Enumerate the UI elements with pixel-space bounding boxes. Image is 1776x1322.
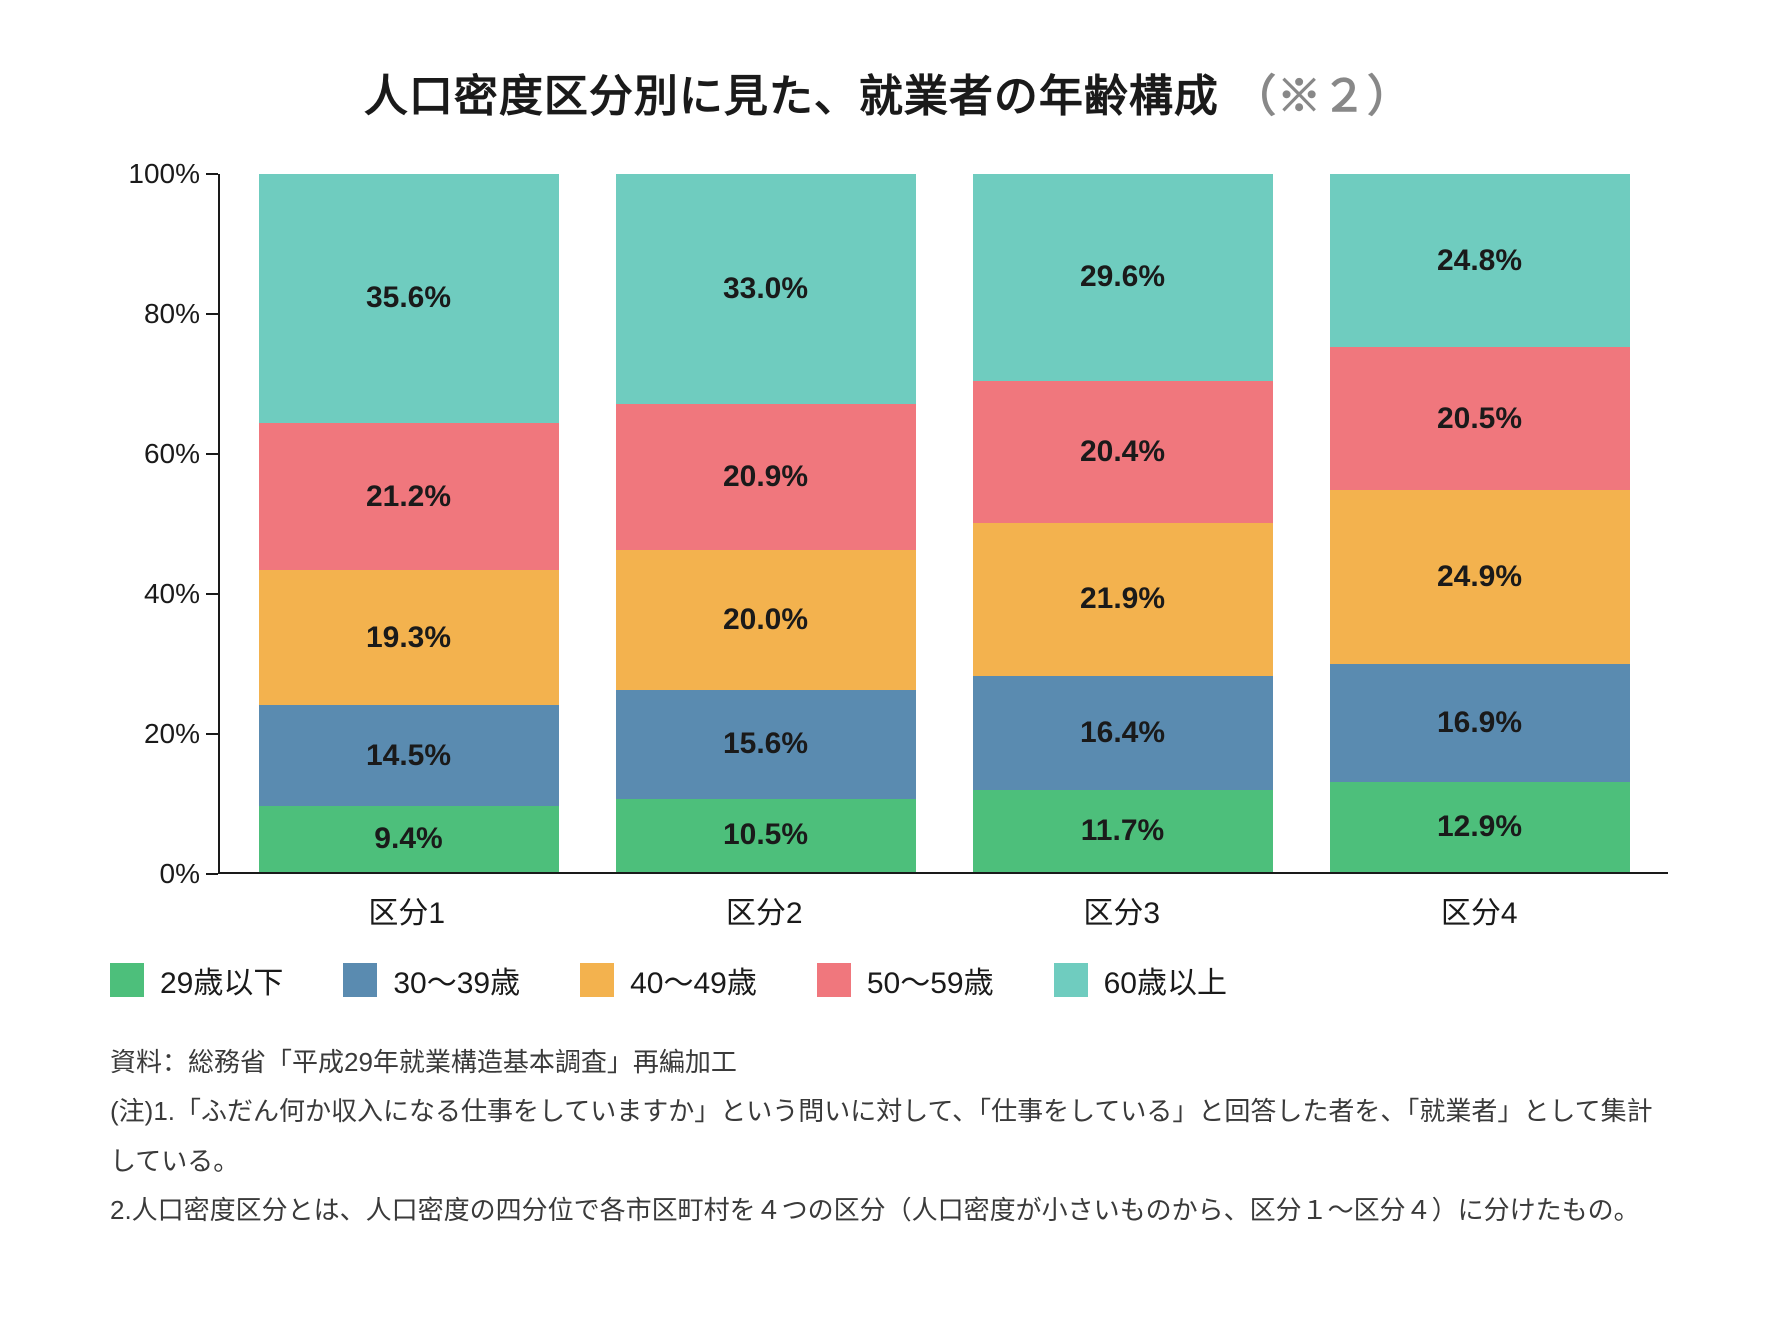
y-tick-mark (206, 313, 218, 315)
footnote-source: 資料：総務省「平成29年就業構造基本調査」再編加工 (110, 1038, 1666, 1087)
footnotes: 資料：総務省「平成29年就業構造基本調査」再編加工 (注)1.「ふだん何か収入に… (90, 1038, 1686, 1236)
chart: 0%20%40%60%80%100% 9.4%14.5%19.3%21.2%35… (108, 174, 1668, 934)
bar-column: 9.4%14.5%19.3%21.2%35.6% (259, 174, 559, 872)
bar-column: 10.5%15.6%20.0%20.9%33.0% (616, 174, 916, 872)
y-tick-mark (206, 733, 218, 735)
bar-segment: 20.9% (616, 404, 916, 550)
bar-segment: 16.9% (1330, 664, 1630, 782)
bar-segment: 19.3% (259, 570, 559, 705)
legend-item: 60歳以上 (1054, 958, 1227, 1002)
y-tick-label: 80% (144, 298, 200, 330)
chart-title-note: （※２） (1232, 72, 1412, 121)
chart-title-main: 人口密度区分別に見た、就業者の年齢構成 (364, 72, 1219, 121)
legend-item: 30～39歳 (343, 958, 520, 1002)
y-tick-mark (206, 593, 218, 595)
y-tick-mark (206, 453, 218, 455)
x-tick-label: 区分4 (1329, 888, 1629, 932)
y-axis: 0%20%40%60%80%100% (108, 174, 218, 874)
bar-segment: 11.7% (973, 790, 1273, 872)
y-tick-mark (206, 173, 218, 175)
y-tick-label: 60% (144, 438, 200, 470)
legend-item: 40～49歳 (580, 958, 757, 1002)
bar-segment: 20.0% (616, 550, 916, 690)
legend-swatch (1054, 963, 1088, 997)
legend: 29歳以下 30～39歳 40～49歳 50～59歳 60歳以上 (90, 958, 1686, 1002)
y-tick-mark (206, 873, 218, 875)
y-tick-label: 0% (160, 858, 200, 890)
legend-label: 50～59歳 (867, 958, 994, 1002)
legend-label: 30～39歳 (393, 958, 520, 1002)
x-tick-label: 区分3 (972, 888, 1272, 932)
legend-swatch (343, 963, 377, 997)
bar-segment: 33.0% (616, 174, 916, 404)
y-tick-label: 100% (128, 158, 200, 190)
y-tick-label: 40% (144, 578, 200, 610)
bar-column: 11.7%16.4%21.9%20.4%29.6% (973, 174, 1273, 872)
bar-segment: 10.5% (616, 799, 916, 872)
footnote-2: 2.人口密度区分とは、人口密度の四分位で各市区町村を４つの区分（人口密度が小さい… (110, 1186, 1666, 1235)
bar-segment: 21.2% (259, 423, 559, 571)
chart-title: 人口密度区分別に見た、就業者の年齢構成 （※２） (90, 60, 1686, 124)
legend-item: 50～59歳 (817, 958, 994, 1002)
bar-column: 12.9%16.9%24.9%20.5%24.8% (1330, 174, 1630, 872)
legend-swatch (817, 963, 851, 997)
bar-segment: 9.4% (259, 806, 559, 872)
bar-segment: 15.6% (616, 690, 916, 799)
bar-segment: 29.6% (973, 174, 1273, 381)
x-tick-label: 区分2 (614, 888, 914, 932)
plot-area: 9.4%14.5%19.3%21.2%35.6%10.5%15.6%20.0%2… (218, 174, 1668, 874)
bar-segment: 12.9% (1330, 782, 1630, 872)
bar-segment: 24.8% (1330, 174, 1630, 347)
legend-item: 29歳以下 (110, 958, 283, 1002)
bar-segment: 24.9% (1330, 490, 1630, 664)
y-tick-label: 20% (144, 718, 200, 750)
x-tick-label: 区分1 (257, 888, 557, 932)
legend-label: 40～49歳 (630, 958, 757, 1002)
bar-segment: 35.6% (259, 174, 559, 422)
bar-segment: 14.5% (259, 705, 559, 806)
bars-container: 9.4%14.5%19.3%21.2%35.6%10.5%15.6%20.0%2… (220, 174, 1668, 872)
page: 人口密度区分別に見た、就業者の年齢構成 （※２） 0% 20% 40% 60% 80% 1… (0, 0, 1776, 1322)
legend-swatch (580, 963, 614, 997)
legend-swatch (110, 963, 144, 997)
x-axis: 区分1 区分2 区分3 区分4 (218, 874, 1668, 934)
bar-segment: 21.9% (973, 523, 1273, 676)
bar-segment: 20.4% (973, 381, 1273, 523)
legend-label: 29歳以下 (160, 958, 283, 1002)
footnote-1: (注)1.「ふだん何か収入になる仕事をしていますか」という問いに対して、「仕事を… (110, 1087, 1666, 1186)
legend-label: 60歳以上 (1104, 958, 1227, 1002)
bar-segment: 20.5% (1330, 347, 1630, 490)
bar-segment: 16.4% (973, 676, 1273, 790)
